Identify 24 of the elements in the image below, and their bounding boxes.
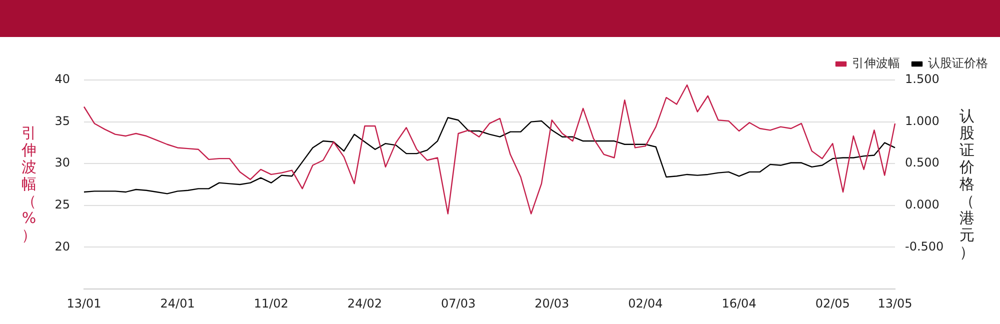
y-tick-label: 40 — [54, 72, 70, 86]
y2-tick-label: 1.500 — [905, 72, 940, 86]
x-tick-label: 11/02 — [254, 296, 288, 310]
y2-tick-label: 0.000 — [905, 198, 940, 212]
y2-tick-label: 1.000 — [905, 114, 940, 128]
y2-tick-label: 0.500 — [905, 156, 940, 170]
y2-tick-label: -0.500 — [905, 239, 944, 254]
x-tick-label: 16/04 — [722, 296, 756, 310]
y-tick-label: 25 — [54, 198, 70, 212]
x-tick-label: 02/05 — [815, 296, 850, 310]
text: 认股证价格（港元） — [960, 107, 974, 261]
legend-label: 引伸波幅 — [852, 56, 900, 70]
x-tick-label: 20/03 — [534, 296, 570, 310]
x-tick-label: 24/01 — [160, 296, 195, 310]
y-tick-label: 35 — [54, 114, 70, 128]
x-tick-label: 13/01 — [66, 296, 102, 310]
x-tick-label: 07/03 — [441, 296, 476, 310]
x-tick-label: 02/04 — [628, 296, 663, 310]
legend-label: 认股证价格 — [928, 56, 988, 70]
y-axis-title: 引伸波幅（%） — [20, 124, 38, 244]
x-tick-label: 24/02 — [347, 296, 382, 310]
y-tick-label: 30 — [54, 156, 70, 170]
y-tick-label: 20 — [54, 239, 70, 254]
x-tick-label: 13/05 — [878, 296, 912, 310]
